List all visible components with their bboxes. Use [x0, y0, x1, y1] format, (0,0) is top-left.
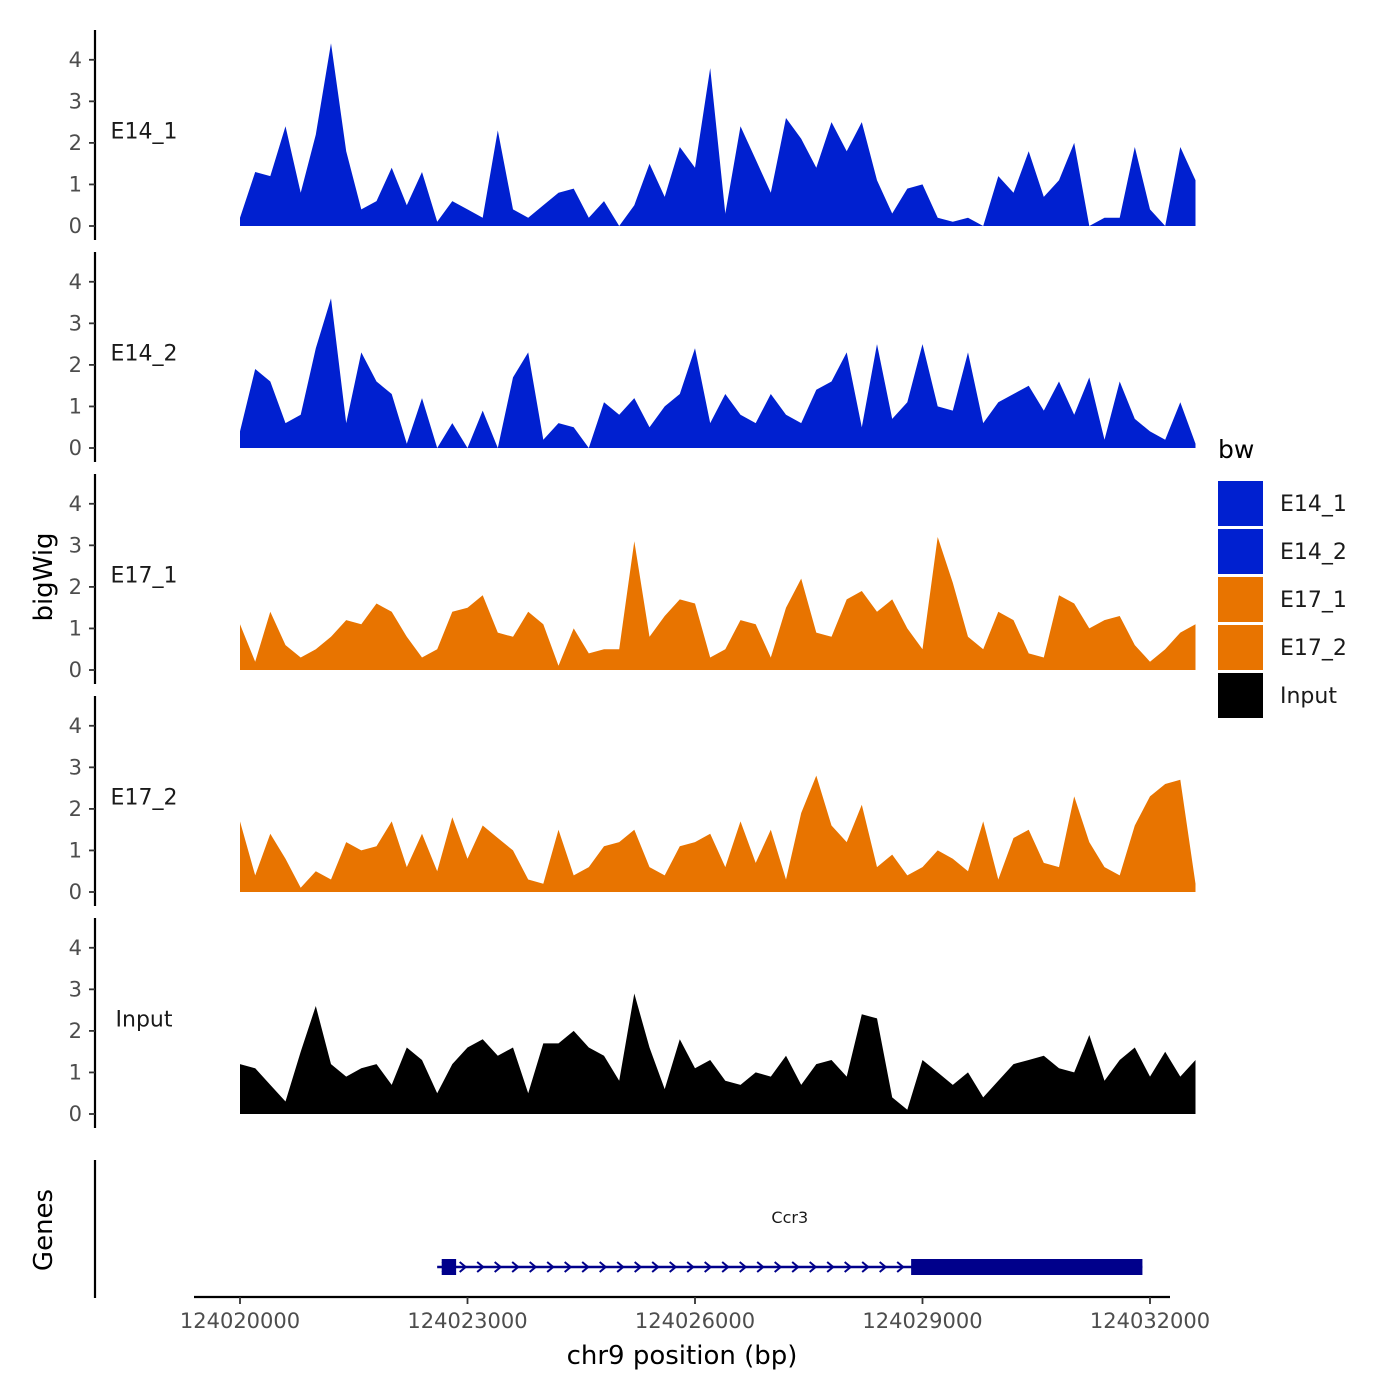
y-tick-label: 0 [69, 880, 82, 904]
x-axis: 124020000 124023000 124026000 124029000 1240… [180, 1295, 1210, 1333]
strand-chevron [879, 1261, 888, 1273]
legend-swatch-E14_1 [1218, 481, 1263, 526]
strand-chevron [721, 1261, 730, 1273]
area-E17_2 [240, 775, 1196, 892]
strand-chevron [476, 1261, 485, 1273]
track-E17_2: 0 1 2 3 4 E17_2 [69, 696, 1196, 906]
gene-exon [441, 1259, 457, 1275]
y-tick-label: 2 [69, 797, 82, 821]
y-tick-label: 4 [69, 714, 82, 738]
strand-chevron [494, 1261, 503, 1273]
y-tick-label: 4 [69, 270, 82, 294]
y-tick-label: 0 [69, 1102, 82, 1126]
track-label: E14_2 [111, 342, 178, 367]
strand-chevron [529, 1261, 538, 1273]
legend-swatch-Input [1218, 673, 1263, 718]
y-tick-label: 2 [69, 1019, 82, 1043]
y-tick-label: 0 [69, 658, 82, 682]
y-tick-label: 4 [69, 48, 82, 72]
strand-chevron [861, 1261, 870, 1273]
y-tick-label: 3 [69, 89, 82, 113]
y-tick-label: 3 [69, 311, 82, 335]
track-E14_1: 0 1 2 3 4 E14_1 [69, 30, 1196, 240]
y-tick-label: 1 [69, 1060, 82, 1084]
strand-chevron [704, 1261, 713, 1273]
legend-label-E14_1: E14_1 [1280, 492, 1347, 517]
y-tick-label: 2 [69, 131, 82, 155]
track-E17_1: 0 1 2 3 4 E17_1 [69, 474, 1196, 684]
strand-chevron [564, 1261, 573, 1273]
y-tick-label: 1 [69, 838, 82, 862]
strand-chevron [896, 1261, 905, 1273]
y-tick-label: 3 [69, 755, 82, 779]
y-tick-label: 0 [69, 214, 82, 238]
y-tick-label: 3 [69, 533, 82, 557]
strand-chevron [599, 1261, 608, 1273]
gene-exon [911, 1259, 1143, 1275]
y-tick-label: 4 [69, 936, 82, 960]
y-tick-label: 4 [69, 492, 82, 516]
gene-track-title: Genes [29, 1189, 59, 1271]
legend-label-E17_1: E17_1 [1280, 588, 1347, 613]
strand-chevron [844, 1261, 853, 1273]
track-label: E14_1 [111, 120, 178, 145]
y-tick-label: 1 [69, 394, 82, 418]
y-tick-label: 1 [69, 616, 82, 640]
track-panels: 0 1 2 3 4 E14_1 0 1 2 3 4 E14_2 0 1 2 3 4 E17_1 0 1 2 3 4 E17_2… [69, 30, 1196, 1128]
area-E17_1 [240, 537, 1196, 670]
x-tick-label: 124026000 [635, 1309, 755, 1333]
track-E14_2: 0 1 2 3 4 E14_2 [69, 252, 1196, 462]
area-E14_2 [240, 298, 1196, 448]
y-tick-label: 2 [69, 575, 82, 599]
strand-chevron [581, 1261, 590, 1273]
track-label: E17_1 [111, 564, 178, 589]
y-tick-label: 0 [69, 436, 82, 460]
strand-chevron [511, 1261, 520, 1273]
legend-label-E14_2: E14_2 [1280, 540, 1347, 565]
legend: bw E14_1 E14_2 E17_1 E17_2 Input [1218, 435, 1347, 718]
area-Input [240, 993, 1196, 1114]
legend-swatch-E17_1 [1218, 577, 1263, 622]
strand-chevron [459, 1261, 468, 1273]
x-tick-label: 124020000 [180, 1309, 300, 1333]
strand-chevron [826, 1261, 835, 1273]
area-E14_1 [240, 43, 1196, 227]
strand-chevron [739, 1261, 748, 1273]
y-tick-label: 2 [69, 353, 82, 377]
y-axis-title: bigWig [29, 532, 59, 621]
legend-swatch-E14_2 [1218, 529, 1263, 574]
strand-chevron [774, 1261, 783, 1273]
strand-chevron [686, 1261, 695, 1273]
strand-chevron [634, 1261, 643, 1273]
gene-name-label: Ccr3 [771, 1208, 808, 1227]
strand-chevron [546, 1261, 555, 1273]
legend-label-E17_2: E17_2 [1280, 636, 1347, 661]
legend-title: bw [1218, 435, 1254, 464]
y-tick-label: 1 [69, 172, 82, 196]
x-tick-label: 124032000 [1090, 1309, 1210, 1333]
track-label: E17_2 [111, 786, 178, 811]
strand-chevron [809, 1261, 818, 1273]
strand-chevron [756, 1261, 765, 1273]
gene-track: Ccr3 [93, 1160, 1143, 1298]
y-tick-label: 3 [69, 977, 82, 1001]
x-tick-label: 124029000 [862, 1309, 982, 1333]
strand-chevron [791, 1261, 800, 1273]
strand-chevron [651, 1261, 660, 1273]
strand-chevron [616, 1261, 625, 1273]
x-tick-label: 124023000 [407, 1309, 527, 1333]
x-axis-title: chr9 position (bp) [567, 1341, 798, 1371]
strand-chevron [669, 1261, 678, 1273]
legend-label-Input: Input [1280, 684, 1337, 709]
track-label: Input [116, 1008, 173, 1033]
legend-swatch-E17_2 [1218, 625, 1263, 670]
track-Input: 0 1 2 3 4 Input [69, 918, 1196, 1128]
